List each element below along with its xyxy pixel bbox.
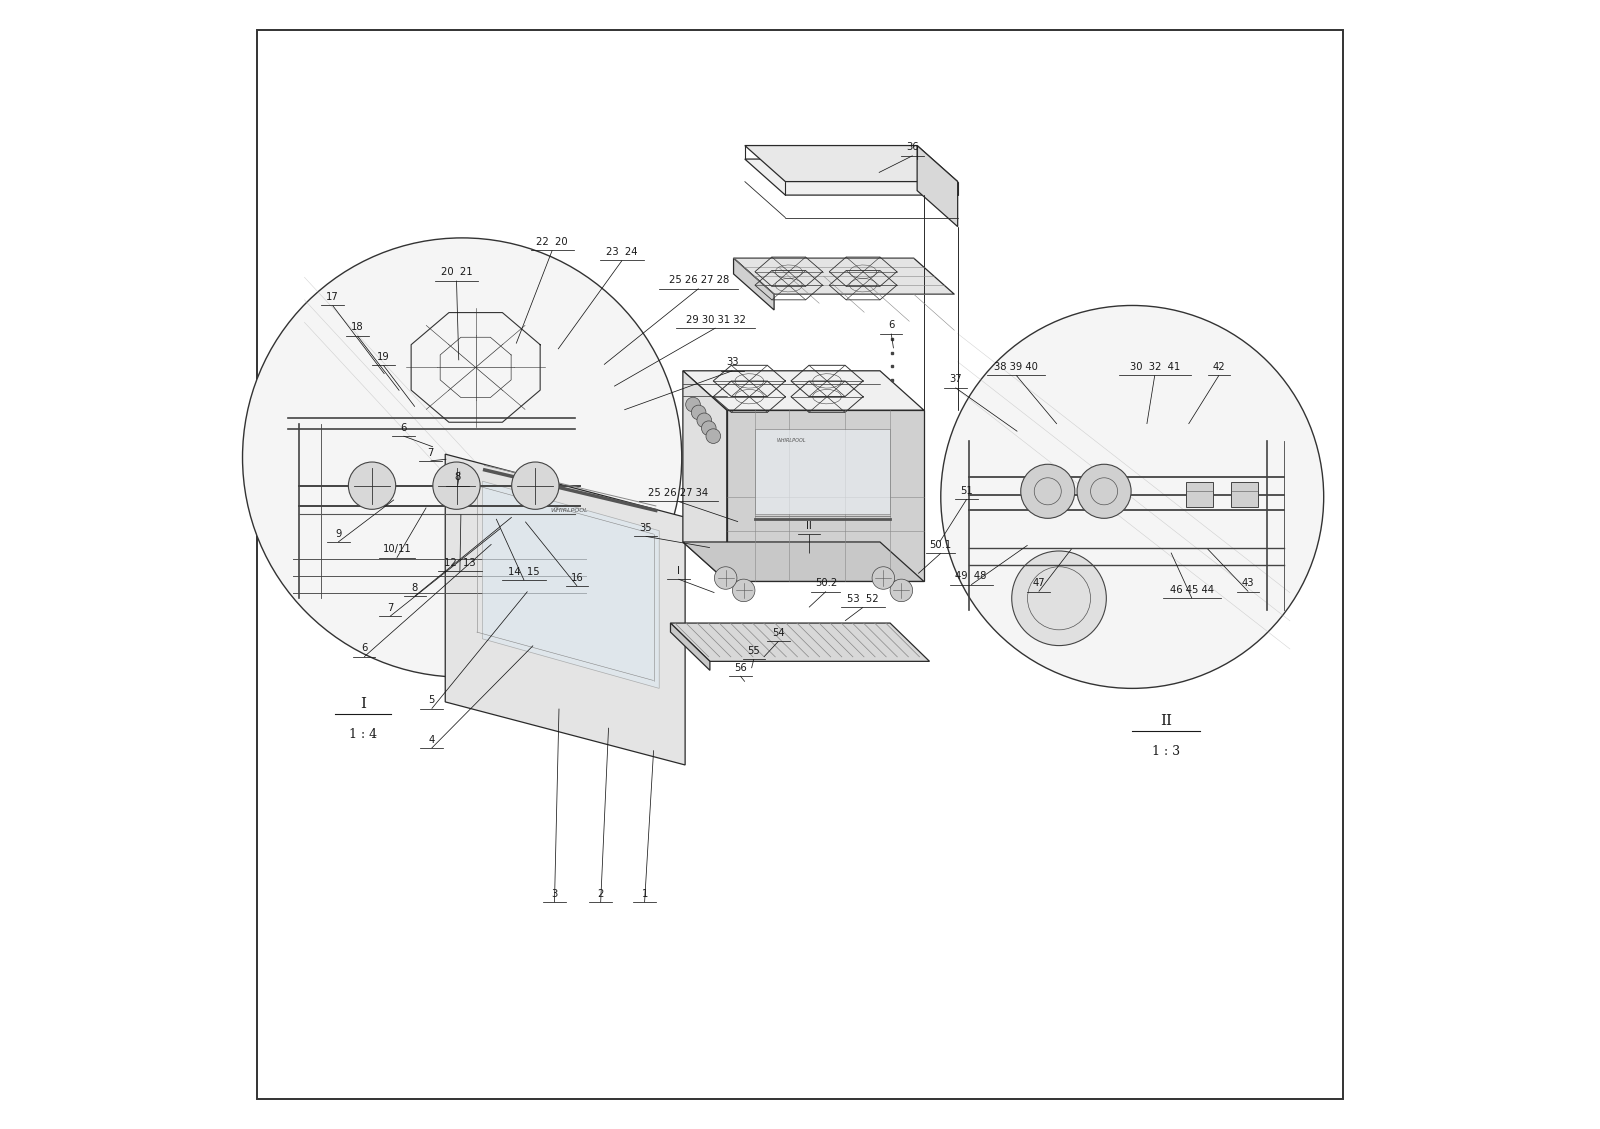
Text: WHIRLPOOL: WHIRLPOOL xyxy=(550,508,587,513)
Text: 6: 6 xyxy=(362,644,368,654)
Text: 35: 35 xyxy=(640,523,653,533)
Text: 50.1: 50.1 xyxy=(930,540,952,550)
Text: 36: 36 xyxy=(906,142,918,152)
Circle shape xyxy=(1077,464,1131,518)
Text: 25 26 27 28: 25 26 27 28 xyxy=(669,275,728,286)
Circle shape xyxy=(686,397,701,412)
Circle shape xyxy=(698,413,712,428)
Text: 46 45 44: 46 45 44 xyxy=(1170,585,1214,595)
Circle shape xyxy=(701,421,717,436)
Polygon shape xyxy=(726,410,923,581)
Circle shape xyxy=(890,579,912,602)
Circle shape xyxy=(941,306,1323,689)
Text: 1 : 3: 1 : 3 xyxy=(1152,745,1181,758)
Text: 29 30 31 32: 29 30 31 32 xyxy=(685,315,746,325)
Polygon shape xyxy=(746,146,958,182)
Text: 25 26 27 34: 25 26 27 34 xyxy=(648,488,709,498)
Text: 7: 7 xyxy=(427,447,434,457)
Bar xyxy=(1232,482,1258,507)
Text: 47: 47 xyxy=(1032,578,1045,588)
Text: 18: 18 xyxy=(350,323,363,333)
Text: 51: 51 xyxy=(960,485,973,496)
Text: 55: 55 xyxy=(747,646,760,656)
Circle shape xyxy=(1021,464,1075,518)
Circle shape xyxy=(434,462,480,509)
Polygon shape xyxy=(670,623,930,662)
Circle shape xyxy=(706,429,720,444)
Text: 9: 9 xyxy=(334,528,341,539)
Polygon shape xyxy=(483,481,659,689)
Text: 56: 56 xyxy=(734,663,747,673)
Text: 20  21: 20 21 xyxy=(440,268,472,278)
Polygon shape xyxy=(683,542,923,581)
Polygon shape xyxy=(683,370,923,410)
Text: 42: 42 xyxy=(1213,362,1226,371)
Text: 33: 33 xyxy=(726,358,739,367)
Text: WHIRLPOOL: WHIRLPOOL xyxy=(776,438,806,443)
Text: 37: 37 xyxy=(949,375,962,384)
Text: 1: 1 xyxy=(642,889,648,899)
Text: 6: 6 xyxy=(888,321,894,331)
Circle shape xyxy=(872,567,894,589)
Circle shape xyxy=(715,567,738,589)
Text: 3: 3 xyxy=(552,889,558,899)
Text: 10/11: 10/11 xyxy=(382,544,411,554)
Circle shape xyxy=(512,462,558,509)
Text: II: II xyxy=(1160,714,1173,728)
Text: 43: 43 xyxy=(1242,578,1254,588)
Text: 2: 2 xyxy=(597,889,603,899)
Circle shape xyxy=(349,462,395,509)
Bar xyxy=(1186,482,1213,507)
Polygon shape xyxy=(733,259,954,295)
Text: 38 39 40: 38 39 40 xyxy=(994,362,1038,371)
Text: 49  48: 49 48 xyxy=(955,571,987,581)
Text: 23  24: 23 24 xyxy=(606,247,638,257)
Text: 22  20: 22 20 xyxy=(536,237,568,247)
Text: 19: 19 xyxy=(378,352,390,361)
Polygon shape xyxy=(670,623,710,671)
Text: 1 : 4: 1 : 4 xyxy=(349,728,378,741)
Polygon shape xyxy=(733,259,774,310)
Text: 54: 54 xyxy=(773,628,786,638)
Text: 16: 16 xyxy=(571,572,584,583)
Text: 17: 17 xyxy=(326,292,339,303)
Text: 50.2: 50.2 xyxy=(814,578,837,588)
Text: 14  15: 14 15 xyxy=(509,567,539,577)
Text: 8: 8 xyxy=(454,472,461,482)
Text: 8: 8 xyxy=(411,583,418,593)
Text: 5: 5 xyxy=(429,695,435,706)
Circle shape xyxy=(243,238,682,677)
Text: 7: 7 xyxy=(387,603,394,613)
Polygon shape xyxy=(917,146,958,227)
Text: II: II xyxy=(806,520,811,531)
Polygon shape xyxy=(746,159,958,195)
Text: 6: 6 xyxy=(400,422,406,432)
Text: 30  32  41: 30 32 41 xyxy=(1130,362,1179,371)
Text: I: I xyxy=(360,697,366,711)
Text: 4: 4 xyxy=(429,735,435,745)
Polygon shape xyxy=(683,370,726,581)
Text: I: I xyxy=(677,566,680,576)
Text: 12  13: 12 13 xyxy=(445,558,475,568)
Polygon shape xyxy=(445,454,685,765)
Circle shape xyxy=(1011,551,1106,646)
Circle shape xyxy=(691,405,706,420)
Text: 53  52: 53 52 xyxy=(848,594,878,604)
Polygon shape xyxy=(755,429,890,514)
Circle shape xyxy=(733,579,755,602)
